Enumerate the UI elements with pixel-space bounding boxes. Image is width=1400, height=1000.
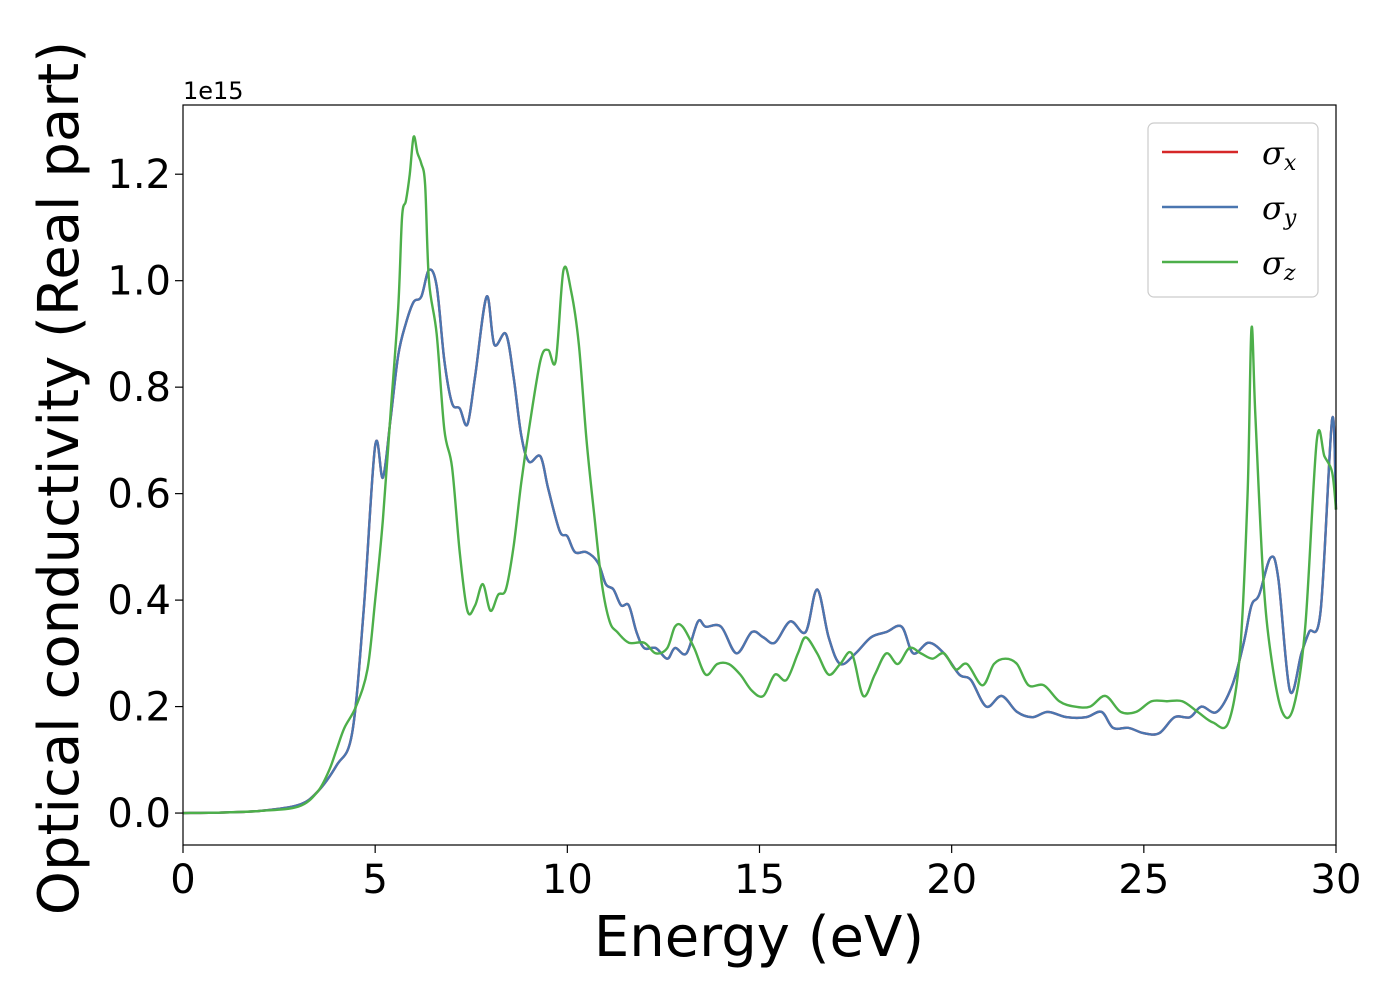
x-axis-ticks: 0 5 10 15 20 25 30: [170, 845, 1361, 903]
legend-symbol-sigma-y: σ: [1262, 189, 1285, 227]
legend-subscript-y: y: [1283, 206, 1297, 231]
legend: σx σy σz: [1147, 122, 1319, 298]
y-tick-label: 1.0: [107, 259, 171, 305]
x-tick-label: 5: [362, 857, 387, 903]
legend-subscript-x: x: [1284, 151, 1297, 176]
series-layer: [182, 135, 1338, 815]
y-tick-label: 1.2: [107, 152, 171, 198]
y-tick-label: 0.2: [107, 685, 171, 731]
series-line-sigma-z: [182, 135, 1338, 815]
x-tick-label: 20: [926, 857, 977, 903]
legend-symbol-sigma-z: σ: [1262, 244, 1285, 282]
legend-box: [1147, 122, 1319, 298]
y-tick-label: 0.6: [107, 472, 171, 518]
plot-frame: [182, 104, 1337, 846]
y-axis-title: Optical conductivity (Real part): [27, 41, 92, 915]
x-tick-label: 10: [542, 857, 593, 903]
x-tick-label: 0: [170, 857, 195, 903]
legend-subscript-z: z: [1283, 261, 1296, 286]
x-tick-label: 15: [734, 857, 785, 903]
x-tick-label: 25: [1118, 857, 1169, 903]
y-tick-label: 0.0: [107, 791, 171, 837]
legend-label-sigma-z: σz: [1262, 244, 1296, 286]
y-tick-label: 0.8: [107, 365, 171, 411]
y-axis-ticks: 0.0 0.2 0.4 0.6 0.8 1.0 1.2: [107, 152, 183, 837]
legend-symbol-sigma-x: σ: [1262, 134, 1285, 172]
legend-label-sigma-y: σy: [1262, 189, 1297, 231]
y-tick-label: 0.4: [107, 578, 171, 624]
y-offset-label: 1e15: [183, 77, 244, 105]
legend-label-sigma-x: σx: [1262, 134, 1297, 176]
x-axis-title: Energy (eV): [594, 905, 924, 970]
x-tick-label: 30: [1311, 857, 1362, 903]
